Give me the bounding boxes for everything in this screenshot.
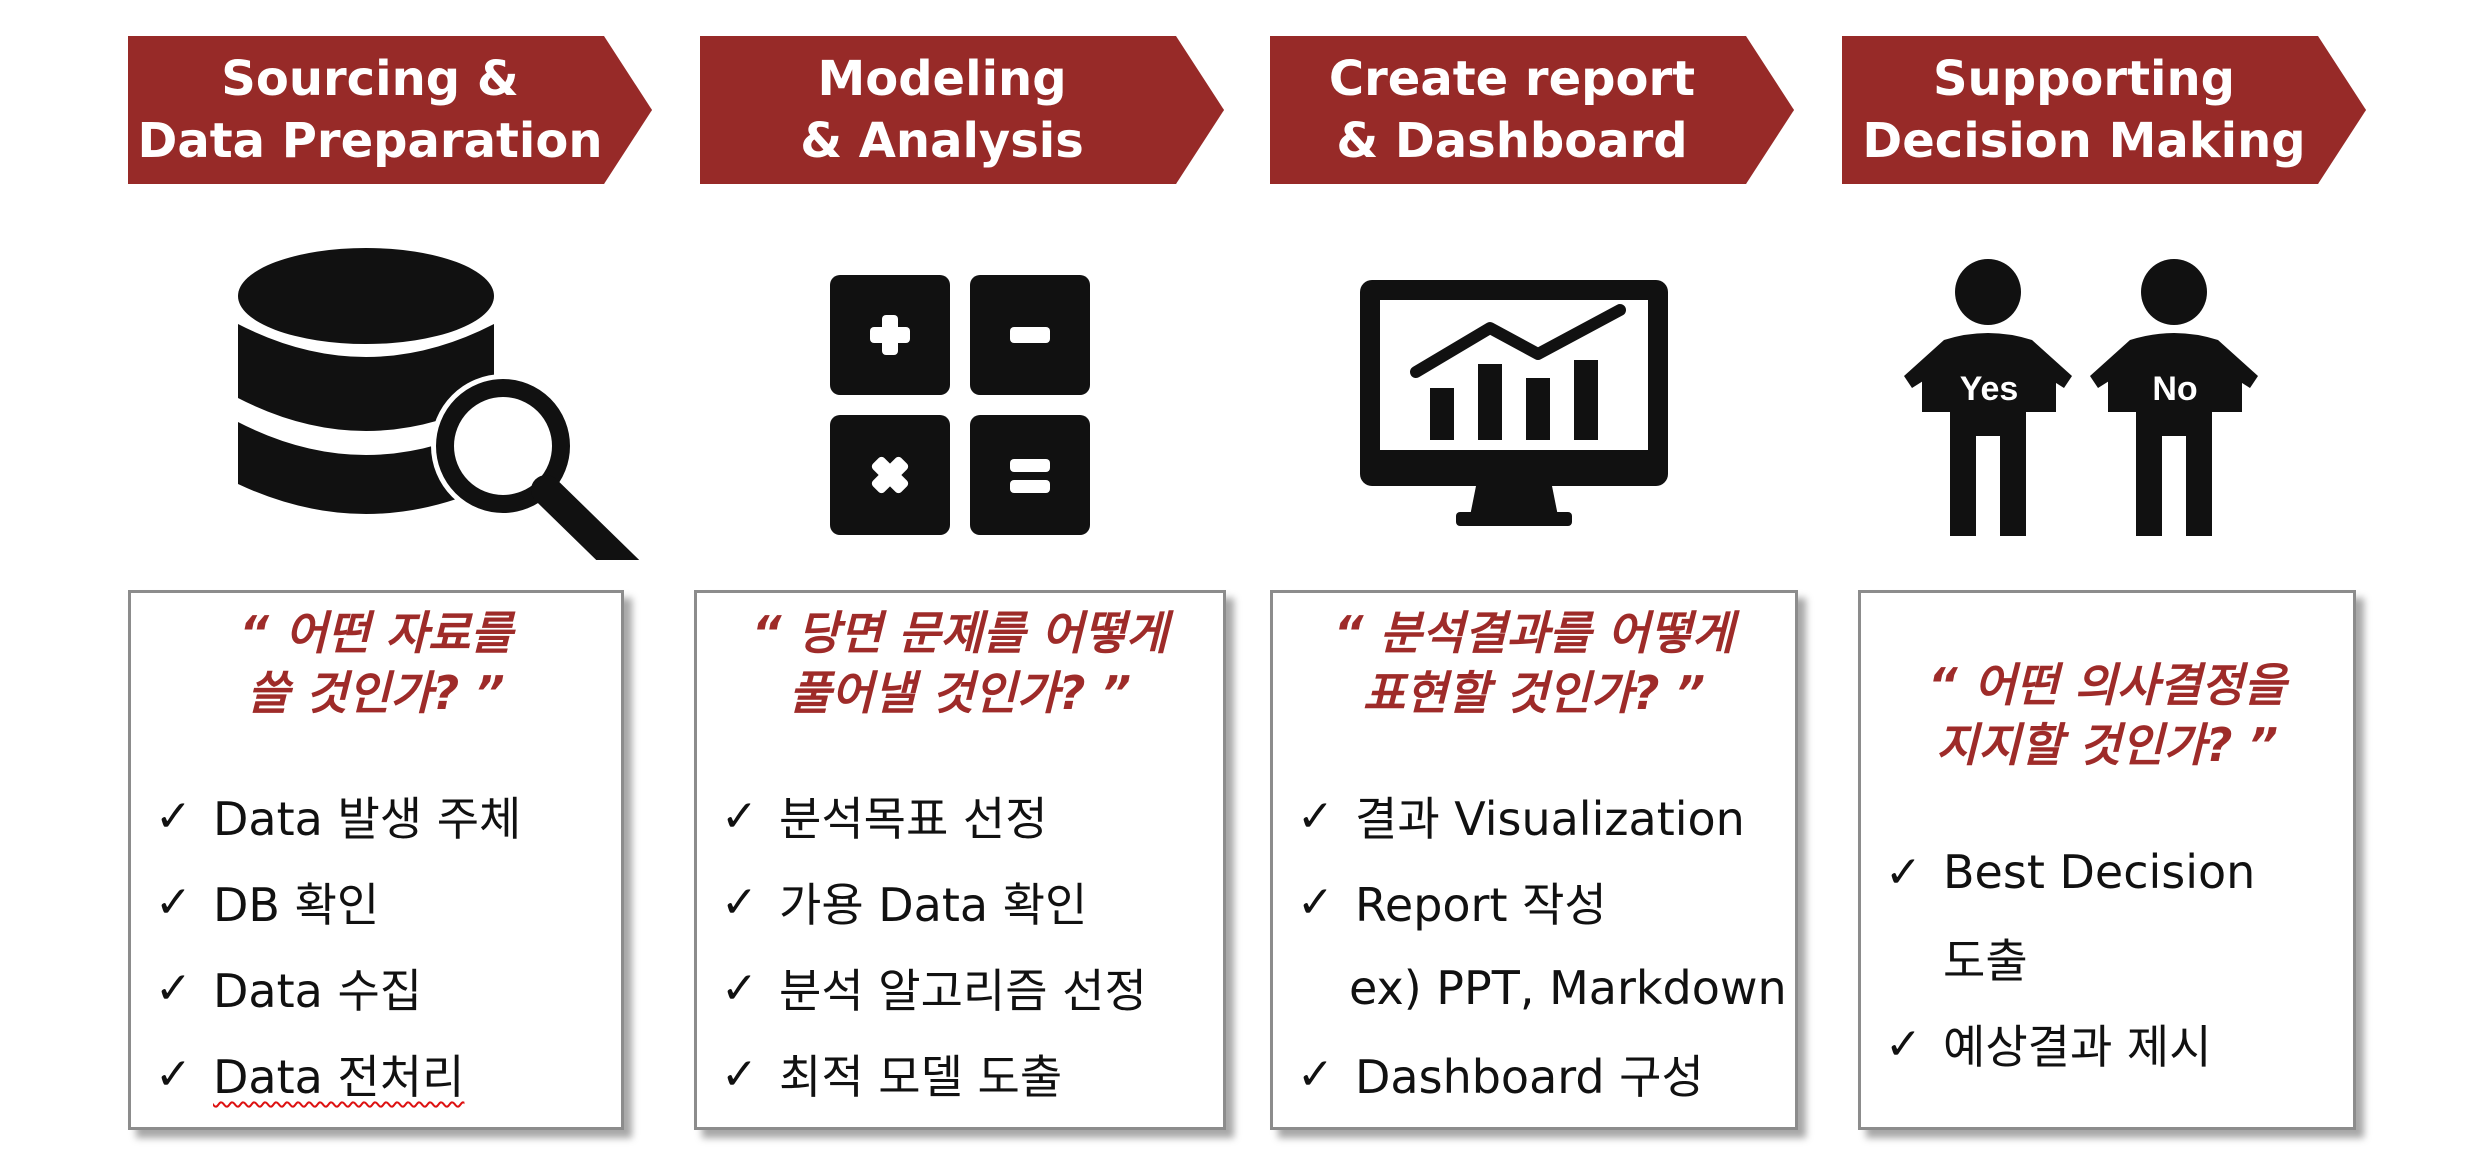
check-icon: ✓ xyxy=(721,1048,758,1100)
list-item: ✓ Data 발생 주체 xyxy=(155,773,521,859)
check-icon: ✓ xyxy=(721,962,758,1014)
list-item: ✓ 최적 모델 도출 xyxy=(721,1031,1147,1117)
stage-header-report: Create report & Dashboard xyxy=(1270,36,1794,184)
item-text: 분석목표 선정 xyxy=(779,792,1048,846)
list-item: ✓ 가용 Data 확인 xyxy=(721,859,1147,945)
stage-header-sourcing: Sourcing & Data Preparation xyxy=(128,36,652,184)
stage-question: “ 어떤 의사결정을 지지할 것인가? ” xyxy=(1861,655,2353,775)
item-text: 가용 Data 확인 xyxy=(779,878,1088,932)
check-icon: ✓ xyxy=(1885,846,1922,898)
question-line: 풀어낼 것인가? ” xyxy=(788,666,1132,720)
question-line: “ 어떤 의사결정을 xyxy=(1928,658,2286,712)
item-text: 결과 Visualization xyxy=(1355,792,1745,846)
checklist: ✓ Data 발생 주체 ✓ DB 확인 ✓ Data 수집 ✓ Data 전처리 xyxy=(155,773,521,1117)
check-icon: ✓ xyxy=(1297,876,1334,928)
stage-title-line: Data Preparation xyxy=(137,113,603,169)
list-item: ✓ Data 수집 xyxy=(155,945,521,1031)
stage-header-modeling: Modeling & Analysis xyxy=(700,36,1224,184)
database-search-icon xyxy=(238,248,640,560)
item-text: Data 수집 xyxy=(213,964,423,1018)
stage-report: Create report & Dashboard “ 분석결과를 어떻게 표현… xyxy=(1270,0,1810,1170)
stage-title-line: Create report xyxy=(1328,51,1696,107)
item-text: Report 작성 xyxy=(1355,878,1607,932)
stage-title-line: Modeling xyxy=(817,51,1067,107)
stage-question: “ 당면 문제를 어떻게 풀어낼 것인가? ” xyxy=(697,603,1223,723)
list-item: ✓ Report 작성 xyxy=(1297,859,1787,945)
no-sign-label: No xyxy=(2152,370,2197,408)
check-icon: ✓ xyxy=(721,790,758,842)
item-text: Data 발생 주체 xyxy=(213,792,522,846)
yes-sign-label: Yes xyxy=(1960,370,2019,408)
stage-title-line: & Analysis xyxy=(800,113,1084,169)
item-note: ex) PPT, Markdown xyxy=(1297,945,1787,1031)
check-icon: ✓ xyxy=(1297,1048,1334,1100)
stage-box-modeling: “ 당면 문제를 어떻게 풀어낼 것인가? ” ✓ 분석목표 선정 ✓ 가용 Dat… xyxy=(694,590,1226,1130)
item-text: Best Decision xyxy=(1943,845,2256,899)
stage-box-decision: “ 어떤 의사결정을 지지할 것인가? ” ✓ Best Decision 도출 … xyxy=(1858,590,2356,1130)
check-icon: ✓ xyxy=(1885,1018,1922,1070)
item-continuation-text: 도출 xyxy=(1943,934,2028,988)
list-item: ✓ DB 확인 xyxy=(155,859,521,945)
check-icon: ✓ xyxy=(155,876,192,928)
checklist: ✓ Best Decision 도출 ✓ 예상결과 제시 xyxy=(1885,829,2255,1087)
stage-title-line: Sourcing & xyxy=(221,51,519,107)
stage-title-line: Decision Making xyxy=(1862,113,2306,169)
list-item: ✓ 예상결과 제시 xyxy=(1885,1001,2255,1087)
list-item: ✓ Best Decision xyxy=(1885,829,2255,915)
stage-decision: Supporting Decision Making Yes No “ 어떤 의… xyxy=(1842,0,2402,1170)
checklist: ✓ 분석목표 선정 ✓ 가용 Data 확인 ✓ 분석 알고리즘 선정 ✓ 최적 모델 … xyxy=(721,773,1147,1117)
list-item: ✓ 분석목표 선정 xyxy=(721,773,1147,859)
item-text: DB 확인 xyxy=(213,878,380,932)
stage-title-line: Supporting xyxy=(1932,51,2236,107)
item-text: 최적 모델 도출 xyxy=(779,1050,1063,1104)
item-text: Dashboard 구성 xyxy=(1355,1050,1704,1104)
calculator-icon xyxy=(830,275,1090,535)
item-text: 분석 알고리즘 선정 xyxy=(779,964,1147,1018)
check-icon: ✓ xyxy=(1297,790,1334,842)
stage-header-decision: Supporting Decision Making xyxy=(1842,36,2366,184)
checklist: ✓ 결과 Visualization ✓ Report 작성 ex) PPT, Ma… xyxy=(1297,773,1787,1117)
question-line: “ 분석결과를 어떻게 xyxy=(1333,606,1735,660)
check-icon: ✓ xyxy=(155,962,192,1014)
stage-sourcing: Sourcing & Data Preparation “ 어떤 자료를 쓸 것… xyxy=(128,0,658,1170)
yes-no-people-icon: Yes No xyxy=(1904,259,2258,536)
item-text: Data 전처리 xyxy=(213,1050,465,1104)
check-icon: ✓ xyxy=(721,876,758,928)
check-icon: ✓ xyxy=(155,1048,192,1100)
item-note-text: ex) PPT, Markdown xyxy=(1349,961,1787,1015)
list-item: ✓ Dashboard 구성 xyxy=(1297,1031,1787,1117)
question-line: 지지할 것인가? ” xyxy=(1935,718,2279,772)
check-icon: ✓ xyxy=(155,790,192,842)
stage-title-line: & Dashboard xyxy=(1336,113,1688,169)
list-item: ✓ 결과 Visualization xyxy=(1297,773,1787,859)
stage-box-report: “ 분석결과를 어떻게 표현할 것인가? ” ✓ 결과 Visualization… xyxy=(1270,590,1798,1130)
item-text: 예상결과 제시 xyxy=(1943,1020,2212,1074)
question-line: “ 당면 문제를 어떻게 xyxy=(751,606,1169,660)
question-line: 표현할 것인가? ” xyxy=(1362,666,1706,720)
item-continuation: 도출 xyxy=(1885,915,2255,1001)
stage-box-sourcing: “ 어떤 자료를 쓸 것인가? ” ✓ Data 발생 주체 ✓ DB 확인 ✓ Da… xyxy=(128,590,624,1130)
monitor-chart-icon xyxy=(1360,280,1668,526)
stage-question: “ 어떤 자료를 쓸 것인가? ” xyxy=(131,603,621,723)
stage-modeling: Modeling & Analysis “ 당면 문제를 어떻게 풀어낼 것인가… xyxy=(694,0,1240,1170)
stage-question: “ 분석결과를 어떻게 표현할 것인가? ” xyxy=(1273,603,1795,723)
list-item: ✓ 분석 알고리즘 선정 xyxy=(721,945,1147,1031)
question-line: “ 어떤 자료를 xyxy=(239,606,513,660)
question-line: 쓸 것인가? ” xyxy=(247,666,505,720)
list-item: ✓ Data 전처리 xyxy=(155,1031,521,1117)
